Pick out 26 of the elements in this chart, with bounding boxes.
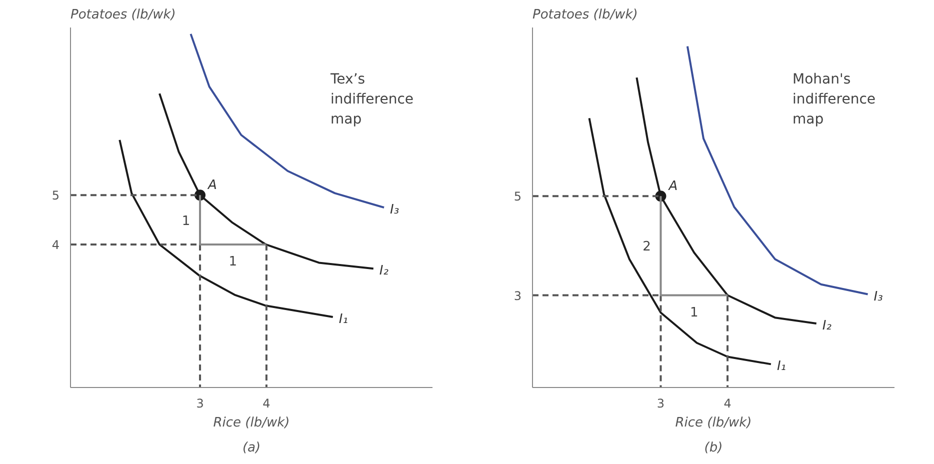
annotation: 1: [690, 305, 698, 320]
y-tick-label: 5: [52, 188, 60, 203]
annotation: 1: [228, 254, 238, 270]
annotation: 1: [182, 214, 190, 229]
x-axis-title: Rice (lb/wk): [213, 416, 290, 430]
series-label: A: [207, 178, 217, 194]
series-label: I₃: [390, 202, 400, 218]
text: (a): [242, 440, 261, 456]
text: (b): [704, 440, 723, 456]
series-label: A: [668, 179, 678, 194]
y-axis-title: Potatoes (lb/wk): [70, 8, 176, 22]
y-tick-label: 5: [514, 190, 522, 204]
x-axis-title: Rice (lb/wk): [675, 416, 752, 430]
series-label: I₁: [776, 359, 786, 374]
y-axis-title: Potatoes (lb/wk): [532, 8, 638, 22]
annotation: Tex’s indifference map: [330, 72, 414, 128]
series-label: I₃: [874, 289, 883, 304]
series-label: I₂: [379, 264, 388, 279]
x-tick-label: 4: [724, 396, 732, 410]
x-tick-label: 3: [656, 396, 665, 410]
annotation: Mohan's indifference map: [792, 72, 876, 128]
x-tick-label: 4: [262, 396, 270, 410]
series-label: I₁: [338, 312, 348, 327]
x-tick-label: 3: [196, 396, 204, 410]
annotation: 2: [642, 240, 651, 255]
series-label: I₂: [822, 318, 832, 334]
